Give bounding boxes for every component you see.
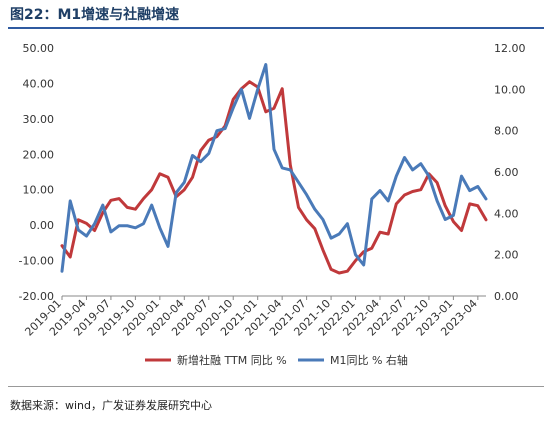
legend-label: 新增社融 TTM 同比 % <box>177 353 287 367</box>
y-left-tick-label: 30.00 <box>23 113 55 126</box>
y-left-tick-label: -20.00 <box>19 290 54 303</box>
y-left-tick-label: 20.00 <box>23 148 55 161</box>
y-left-tick-label: 0.00 <box>30 219 55 232</box>
y-right-tick-label: 12.00 <box>494 42 526 55</box>
y-right-tick-label: 6.00 <box>494 166 519 179</box>
y-left-tick-label: 10.00 <box>23 184 55 197</box>
series-line-social-financing <box>60 80 488 275</box>
y-right-tick-label: 4.00 <box>494 207 519 220</box>
y-right-tick-label: 0.00 <box>494 290 519 303</box>
y-right-tick-label: 8.00 <box>494 125 519 138</box>
source-note: 数据来源：wind，广发证券发展研究中心 <box>10 399 213 412</box>
y-right-axis: 0.00 2.00 4.00 6.00 8.00 10.00 12.00 <box>494 42 526 303</box>
x-axis: 2019-012019-042019-072019-102020-012020-… <box>22 295 486 339</box>
footer-divider <box>8 386 544 387</box>
page-title: 图22：M1增速与社融增速 <box>10 7 180 23</box>
y-left-tick-label: -10.00 <box>19 255 54 268</box>
legend-label: M1同比 % 右轴 <box>330 353 408 367</box>
y-left-tick-label: 50.00 <box>23 42 55 55</box>
y-right-tick-label: 10.00 <box>494 83 526 96</box>
y-left-axis: -20.00 -10.00 0.00 10.00 20.00 30.00 40.00 50.0… <box>19 42 54 303</box>
series-layer <box>60 63 488 275</box>
y-left-tick-label: 40.00 <box>23 77 55 90</box>
legend: 新增社融 TTM 同比 % M1同比 % 右轴 <box>145 353 408 367</box>
chart: -20.00 -10.00 0.00 10.00 20.00 30.00 40.00 50.0… <box>19 42 526 367</box>
title-divider <box>8 27 544 29</box>
y-right-tick-label: 2.00 <box>494 249 519 262</box>
series-line-m1 <box>60 63 488 273</box>
